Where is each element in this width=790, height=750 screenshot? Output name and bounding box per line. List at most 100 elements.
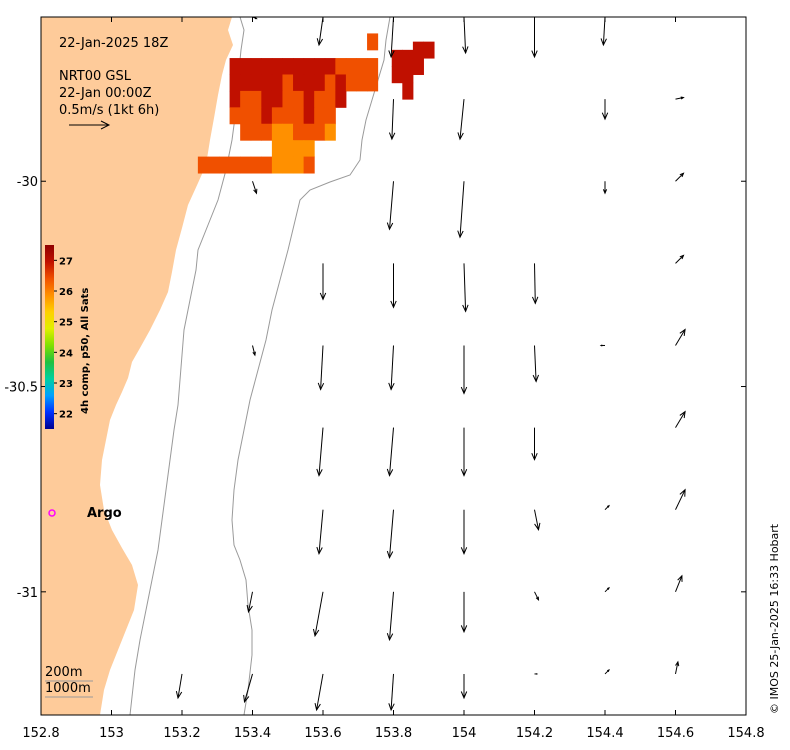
sst-cell bbox=[261, 156, 273, 174]
sst-cell bbox=[229, 90, 241, 108]
colorbar-tick-label: 24 bbox=[59, 348, 73, 359]
colorbar-ticks: 22 23 24 25 26 27 bbox=[54, 256, 73, 421]
current-arrow bbox=[243, 673, 253, 704]
sst-cell bbox=[282, 58, 294, 75]
sst-cell bbox=[261, 58, 273, 75]
current-arrow bbox=[316, 427, 324, 477]
sst-cell bbox=[271, 58, 283, 75]
current-arrow bbox=[388, 99, 396, 141]
date-title: 22-Jan-2025 18Z bbox=[59, 36, 168, 51]
current-arrow bbox=[386, 509, 394, 559]
sst-cell bbox=[271, 90, 283, 108]
argo-marker bbox=[48, 509, 56, 517]
current-arrow bbox=[462, 17, 469, 55]
current-arrow bbox=[675, 254, 685, 264]
colorbar-tick-label: 22 bbox=[59, 410, 73, 421]
sst-cell bbox=[282, 123, 294, 141]
y-axis: -30 -30.5 -31 bbox=[4, 175, 746, 601]
product-line2: 22-Jan 00:00Z bbox=[59, 86, 152, 101]
sst-cell bbox=[282, 156, 294, 174]
current-arrow bbox=[675, 410, 686, 428]
sst-cell bbox=[314, 90, 326, 108]
colorbar-title: 4h comp, p50, All Sats bbox=[80, 288, 91, 414]
sst-cell bbox=[293, 74, 305, 92]
current-arrow bbox=[604, 669, 610, 675]
current-arrow bbox=[316, 17, 324, 47]
current-arrow bbox=[386, 181, 394, 231]
current-arrow bbox=[312, 591, 324, 638]
colorbar-tick-label: 26 bbox=[59, 287, 73, 298]
current-arrow bbox=[604, 504, 610, 511]
sst-cell bbox=[293, 90, 305, 108]
isobath-1000m bbox=[231, 17, 391, 715]
current-arrow bbox=[314, 673, 324, 712]
y-tick-label: -30 bbox=[17, 175, 38, 190]
sst-cell bbox=[261, 74, 273, 92]
y-tick-label: -31 bbox=[17, 586, 38, 601]
sst-cell bbox=[240, 74, 252, 92]
current-arrow bbox=[531, 427, 538, 461]
sst-cell bbox=[250, 156, 262, 174]
x-axis: 152.8 153 153.2 153.4 153.6 153.8 154 154.2 154.… bbox=[22, 17, 765, 741]
sst-cell bbox=[293, 156, 305, 174]
current-arrow bbox=[534, 591, 540, 601]
current-arrow bbox=[534, 509, 541, 531]
current-arrow bbox=[675, 574, 683, 593]
sst-cell bbox=[293, 123, 305, 141]
sst-cell bbox=[303, 90, 315, 108]
sst-cell bbox=[271, 74, 283, 92]
current-arrow bbox=[388, 17, 395, 59]
x-tick-label: 153 bbox=[99, 726, 124, 741]
current-arrow bbox=[246, 591, 253, 614]
x-tick-label: 154.2 bbox=[516, 726, 553, 741]
y-tick-label: -30.5 bbox=[4, 381, 38, 396]
sst-cell bbox=[293, 140, 305, 158]
sst-cell bbox=[345, 58, 357, 75]
sst-cell bbox=[367, 58, 379, 75]
current-arrow bbox=[460, 427, 468, 477]
sst-cell bbox=[282, 140, 294, 158]
sst-cell bbox=[324, 123, 336, 141]
isobath-label-1000m: 1000m bbox=[45, 681, 91, 696]
sst-cell bbox=[271, 123, 283, 141]
sst-cell bbox=[335, 58, 347, 75]
sst-cell bbox=[229, 156, 241, 174]
colorbar: 22 23 24 25 26 27 4h comp, p50, All Sats bbox=[45, 245, 91, 429]
sst-cell bbox=[293, 58, 305, 75]
sst-cell bbox=[240, 107, 252, 125]
current-arrow bbox=[252, 345, 256, 357]
sst-cell bbox=[271, 107, 283, 125]
land-mass bbox=[41, 17, 233, 715]
sst-cell bbox=[208, 156, 220, 174]
sst-cell bbox=[335, 74, 347, 92]
current-arrow bbox=[457, 181, 465, 239]
current-arrow bbox=[675, 96, 685, 100]
x-tick-label: 154.8 bbox=[727, 726, 764, 741]
sst-cell bbox=[314, 74, 326, 92]
current-arrow bbox=[386, 591, 394, 642]
sst-cell bbox=[250, 90, 262, 108]
sst-cell bbox=[250, 107, 262, 125]
sst-cell bbox=[412, 41, 424, 59]
sst-cell bbox=[240, 156, 252, 174]
sst-cell bbox=[229, 74, 241, 92]
sst-cell bbox=[303, 58, 315, 75]
scale-arrow bbox=[69, 120, 111, 130]
sst-cell bbox=[412, 58, 424, 75]
current-arrow bbox=[602, 181, 608, 195]
sst-cell bbox=[356, 74, 368, 92]
current-arrow bbox=[601, 99, 609, 121]
sst-cell bbox=[345, 74, 357, 92]
current-arrow bbox=[319, 263, 327, 301]
sst-cell bbox=[367, 33, 379, 51]
sst-cell bbox=[303, 74, 315, 92]
sst-cell bbox=[303, 156, 315, 174]
sst-cell bbox=[423, 41, 435, 59]
sst-cell bbox=[261, 123, 273, 141]
current-arrow bbox=[386, 427, 394, 477]
sst-cell bbox=[335, 90, 347, 108]
sst-cell bbox=[356, 58, 368, 75]
sst-cell bbox=[303, 123, 315, 141]
sst-layer bbox=[197, 33, 435, 174]
sst-cell bbox=[391, 49, 403, 67]
